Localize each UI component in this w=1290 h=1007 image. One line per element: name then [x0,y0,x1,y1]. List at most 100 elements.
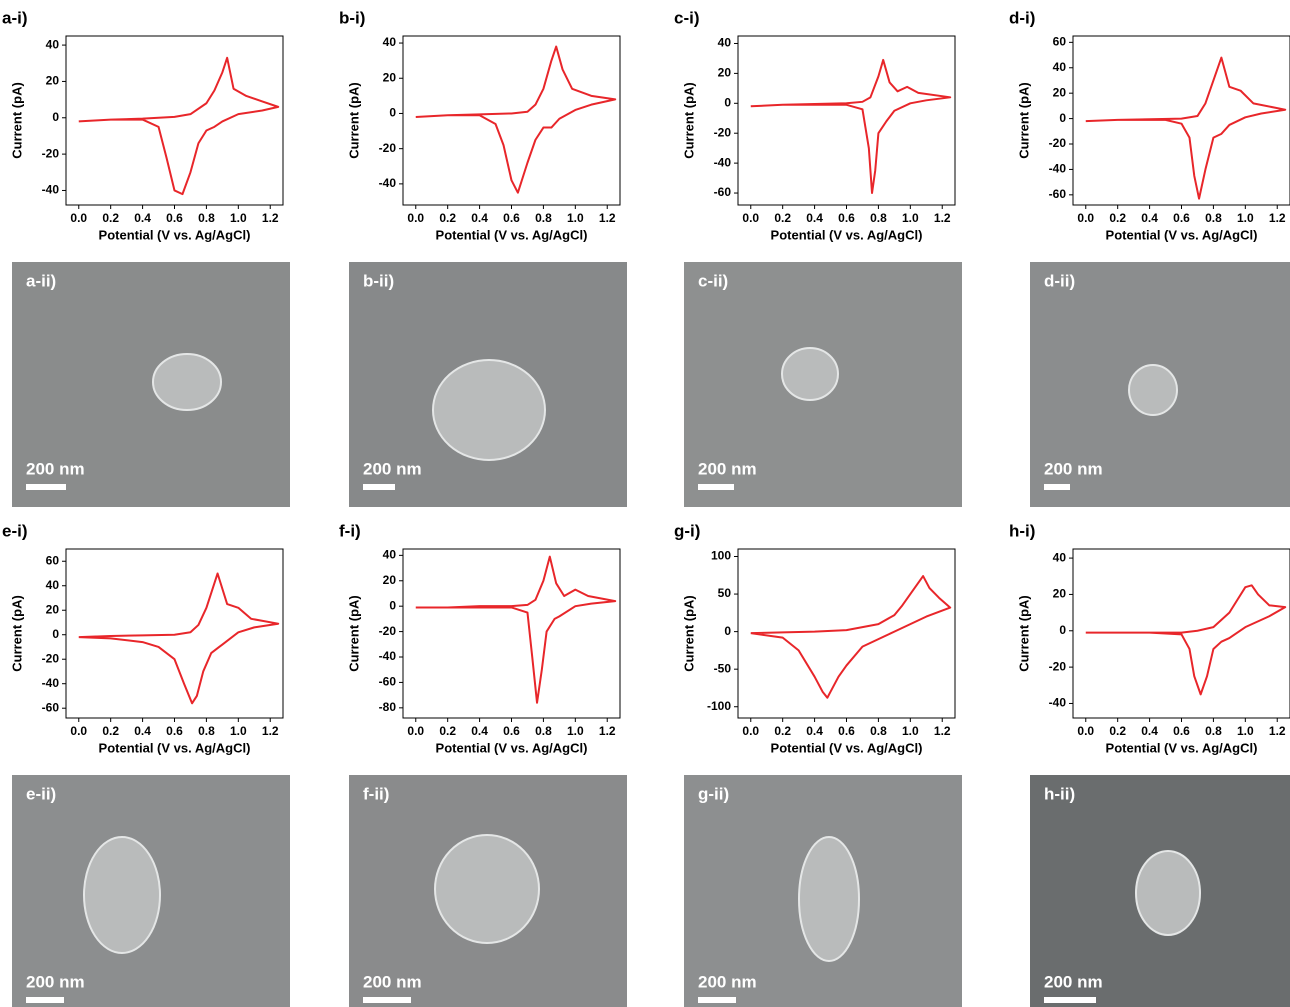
scale-bar-label: 200 nm [1044,972,1103,991]
panel-label: g-i) [674,521,700,540]
y-tick-label: 50 [718,586,732,600]
y-tick-label: -40 [714,155,732,169]
y-tick-label: 40 [1053,550,1067,564]
y-tick-label: 20 [383,70,397,84]
panel-label: h-i) [1009,521,1035,540]
particle [782,348,838,400]
x-axis-label: Potential (V vs. Ag/AgCl) [771,227,923,242]
scale-bar-label: 200 nm [26,972,85,991]
micrograph-label: h-ii) [1044,784,1075,803]
x-tick-label: 1.2 [262,211,279,225]
y-tick-label: 0 [1059,623,1066,637]
y-axis-label: Current (pA) [1016,82,1031,159]
y-tick-label: 20 [1053,85,1067,99]
scale-bar [1044,997,1096,1003]
x-tick-label: 1.0 [902,211,919,225]
micrograph-label: d-ii) [1044,271,1075,290]
y-tick-label: 40 [46,578,60,592]
x-tick-label: 0.0 [70,211,87,225]
x-tick-label: 0.2 [774,724,791,738]
scale-bar [363,997,411,1003]
particle [153,354,221,410]
x-tick-label: 0.8 [535,724,552,738]
y-tick-label: -60 [42,700,60,714]
y-tick-label: -20 [714,125,732,139]
x-tick-label: 0.6 [1173,211,1190,225]
scale-bar-label: 200 nm [363,459,422,478]
x-tick-label: 1.0 [902,724,919,738]
x-tick-label: 1.0 [230,724,247,738]
cv-curve [751,576,950,698]
figure: a-i) -40 -20 0 20 40 0.0 0.2 0.4 0.6 0.8 1.0 1.2 Pote… [0,0,1290,1007]
scale-bar-label: 200 nm [698,972,757,991]
plot-frame [738,36,955,205]
cv-curve [79,573,278,703]
scale-bar-label: 200 nm [698,459,757,478]
scale-bar [26,484,66,490]
y-tick-label: 40 [46,37,60,51]
x-axis-label: Potential (V vs. Ag/AgCl) [1106,740,1258,755]
y-axis-label: Current (pA) [681,82,696,159]
y-tick-label: -20 [1049,659,1067,673]
y-tick-label: -40 [42,676,60,690]
x-tick-label: 0.4 [806,724,823,738]
particle [435,835,539,943]
particle [799,837,859,961]
y-tick-label: -20 [42,146,60,160]
y-tick-label: -20 [379,624,397,638]
cv-curve [416,557,615,703]
y-tick-label: 40 [718,36,732,50]
x-tick-label: 0.6 [503,211,520,225]
y-tick-label: -50 [714,661,732,675]
x-tick-label: 0.8 [535,211,552,225]
micrograph-label: a-ii) [26,271,56,290]
x-tick-label: 0.2 [439,724,456,738]
x-axis-label: Potential (V vs. Ag/AgCl) [99,227,251,242]
y-tick-label: 20 [383,573,397,587]
x-tick-label: 1.2 [262,724,279,738]
x-tick-label: 1.2 [599,724,616,738]
cv-curve [79,58,278,194]
cv-curve [416,47,615,193]
y-tick-label: -60 [714,185,732,199]
cv-curve [1086,585,1285,694]
plot-frame [403,549,620,718]
cv-curve [751,60,950,193]
x-tick-label: 0.2 [1109,724,1126,738]
x-tick-label: 1.2 [934,211,951,225]
micrograph-label: b-ii) [363,271,394,290]
x-tick-label: 1.2 [1269,724,1286,738]
panel-label: f-i) [339,521,361,540]
x-axis-label: Potential (V vs. Ag/AgCl) [1106,227,1258,242]
y-tick-label: 40 [383,548,397,562]
y-axis-label: Current (pA) [346,595,361,672]
scale-bar [698,484,734,490]
x-tick-label: 0.0 [742,211,759,225]
micrograph-label: g-ii) [698,784,729,803]
y-tick-label: -20 [42,651,60,665]
x-tick-label: 1.0 [567,724,584,738]
x-tick-label: 1.0 [567,211,584,225]
y-tick-label: 20 [1053,587,1067,601]
scale-bar [26,997,64,1003]
panel-label: c-i) [674,8,700,27]
y-tick-label: 0 [389,598,396,612]
x-tick-label: 0.8 [870,724,887,738]
y-tick-label: 40 [1053,60,1067,74]
x-tick-label: 0.0 [1077,724,1094,738]
x-axis-label: Potential (V vs. Ag/AgCl) [771,740,923,755]
x-tick-label: 0.4 [1141,211,1158,225]
x-tick-label: 1.0 [1237,211,1254,225]
x-tick-label: 0.6 [838,724,855,738]
y-tick-label: 0 [724,624,731,638]
y-tick-label: -40 [42,183,60,197]
y-tick-label: 20 [718,66,732,80]
y-axis-label: Current (pA) [1016,595,1031,672]
y-tick-label: -40 [1049,696,1067,710]
panel-label: a-i) [2,8,28,27]
scale-bar [1044,484,1070,490]
y-tick-label: 20 [46,74,60,88]
x-tick-label: 0.6 [166,211,183,225]
y-tick-label: -100 [707,699,731,713]
plot-frame [66,549,283,718]
